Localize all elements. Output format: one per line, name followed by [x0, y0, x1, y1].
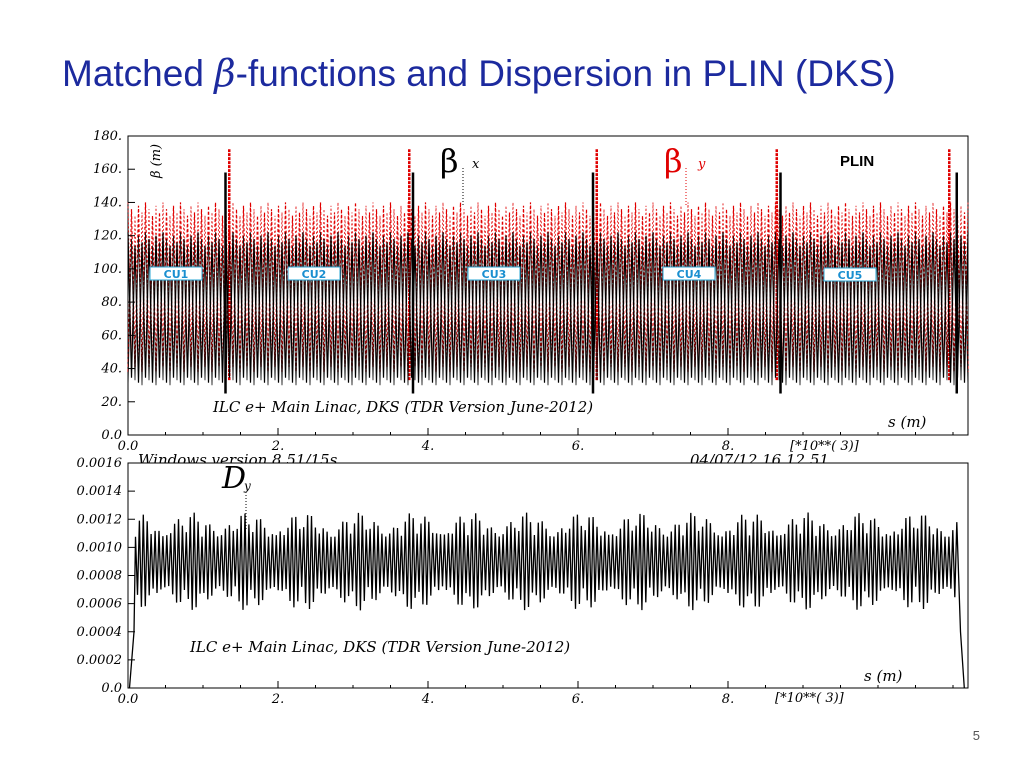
- x-tick-label: 2.: [271, 439, 284, 454]
- y-tick-label: 0.0008: [77, 569, 123, 584]
- x-tick-label: 6.: [572, 692, 584, 707]
- y-tick-label: 100.: [93, 262, 122, 277]
- dispersion-x-multiplier: [*10**( 3)]: [775, 691, 845, 706]
- title-text-end: -functions and Dispersion in PLIN (DKS): [235, 53, 896, 94]
- dispersion-axes-group: 0.00160.00140.00120.00100.00080.00060.00…: [77, 456, 954, 707]
- beta-s-axis-label: s (m): [888, 413, 927, 431]
- legend-beta-x: β x: [440, 142, 480, 205]
- x-tick-label: 4.: [421, 439, 434, 454]
- title-beta-symbol: β: [214, 52, 236, 95]
- legend-dispersion-y: D y: [221, 461, 251, 530]
- x-tick-label: 8.: [722, 439, 734, 454]
- beta-axes-group: 180. 160. 140. 120. 100. 80. 60. 40. 20. 0.00.0 2.…: [93, 129, 954, 454]
- cu-label-2-text: CU2: [302, 268, 327, 281]
- dispersion-series-group: [128, 512, 965, 689]
- y-tick-label: 0.0010: [77, 540, 123, 555]
- y-tick-label: 140.: [93, 195, 122, 210]
- legend-beta-y: β y: [664, 142, 706, 205]
- page-number: 5: [972, 728, 980, 743]
- cu-label-5-text: CU5: [838, 269, 863, 282]
- beta-series-group: [127, 149, 969, 394]
- cu-label-1: CU1: [149, 266, 203, 281]
- legend-dy-symbol: D: [221, 461, 246, 496]
- x-tick-label: 2.: [271, 692, 284, 707]
- title-text-start: Matched: [62, 53, 215, 94]
- series-line-beta-x: [127, 232, 969, 383]
- cu-label-3: CU3: [467, 266, 521, 281]
- y-tick-label: 0.0012: [77, 512, 123, 527]
- cu-label-2: CU2: [287, 266, 341, 281]
- y-tick-label: 0.0004: [77, 625, 123, 640]
- y-tick-label: 60.: [101, 328, 122, 343]
- dispersion-annotation: ILC e+ Main Linac, DKS (TDR Version June…: [189, 638, 570, 656]
- y-tick-label: 0.0016: [77, 456, 123, 471]
- y-tick-label: 40.: [100, 362, 122, 377]
- legend-dy-subscript: y: [243, 479, 251, 493]
- x-tick-label: 4.: [421, 692, 434, 707]
- series-line-beta-x-dense: [127, 232, 969, 386]
- x-tick-label: 0.0: [118, 692, 139, 707]
- y-tick-label: 80.: [101, 295, 122, 310]
- y-tick-label: 120.: [93, 229, 122, 244]
- series-line-dispersion-y: [128, 512, 965, 689]
- x-tick-label: 8.: [722, 692, 734, 707]
- beta-annotation: ILC e+ Main Linac, DKS (TDR Version June…: [212, 398, 593, 416]
- slide-title: Matched β-functions and Dispersion in PL…: [62, 52, 982, 95]
- x-tick-label: 0.0: [118, 439, 139, 454]
- y-tick-label: 0.0: [101, 681, 122, 696]
- panel-label-plin: PLIN: [840, 153, 874, 170]
- cu-label-3-text: CU3: [482, 268, 507, 281]
- y-tick-label: 0.0006: [77, 597, 123, 612]
- y-tick-label: 160.: [93, 162, 122, 177]
- x-tick-label: 6.: [572, 439, 584, 454]
- legend-beta-y-subscript: y: [697, 157, 706, 172]
- beta-y-axis-label: β (m): [149, 144, 164, 179]
- y-tick-label: 20.: [100, 395, 122, 410]
- legend-beta-x-subscript: x: [472, 157, 480, 172]
- y-tick-label: 0.0002: [77, 653, 123, 668]
- cu-label-4-text: CU4: [677, 268, 702, 281]
- cu-label-5: CU5: [823, 267, 877, 282]
- y-tick-label: 0.0014: [77, 484, 123, 499]
- y-tick-label: 180.: [93, 129, 122, 144]
- cu-label-1-text: CU1: [164, 268, 189, 281]
- cu-label-4: CU4: [662, 266, 716, 281]
- legend-beta-x-symbol: β: [440, 142, 459, 180]
- legend-beta-y-symbol: β: [664, 142, 683, 180]
- beta-x-multiplier: [*10**( 3)]: [790, 439, 860, 454]
- y-tick-label: 0.0: [101, 428, 122, 443]
- beta-plot-frame: [127, 135, 969, 436]
- dispersion-s-axis-label: s (m): [864, 667, 903, 685]
